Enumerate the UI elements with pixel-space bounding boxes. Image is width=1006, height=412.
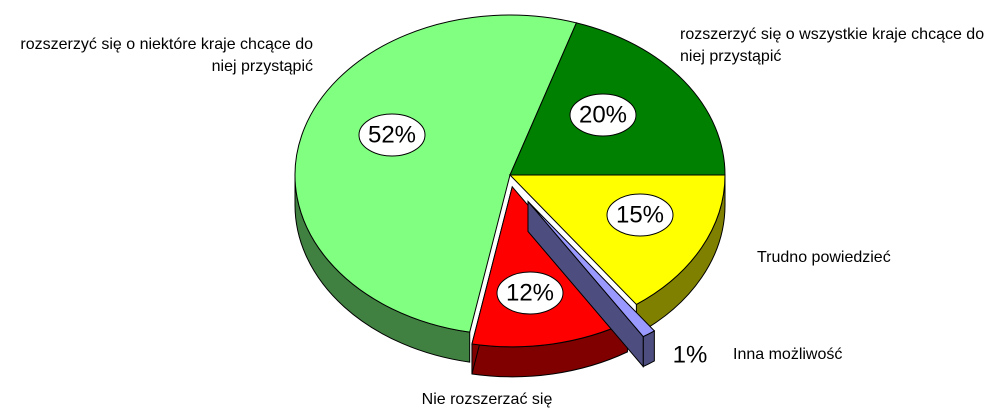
value-label: 12% bbox=[506, 279, 554, 306]
category-label: rozszerzyć się o niektóre kraje chcące d… bbox=[20, 36, 313, 75]
slice bbox=[527, 201, 656, 338]
category-label: Trudno powiedzieć bbox=[757, 249, 891, 266]
value-label: 1% bbox=[673, 341, 708, 368]
value-label: 20% bbox=[579, 101, 627, 128]
category-label: Inna możliwość bbox=[733, 346, 843, 363]
value-label-box bbox=[606, 193, 674, 237]
slice bbox=[294, 14, 578, 333]
category-label: rozszerzyć się o wszystkie kraje chcące … bbox=[680, 26, 985, 65]
category-label: Nie rozszerzać się bbox=[421, 391, 553, 408]
value-label-box bbox=[358, 113, 426, 157]
value-label-box bbox=[569, 93, 637, 137]
value-label: 52% bbox=[368, 121, 416, 148]
value-label: 15% bbox=[616, 201, 664, 228]
value-label-box bbox=[496, 271, 564, 315]
